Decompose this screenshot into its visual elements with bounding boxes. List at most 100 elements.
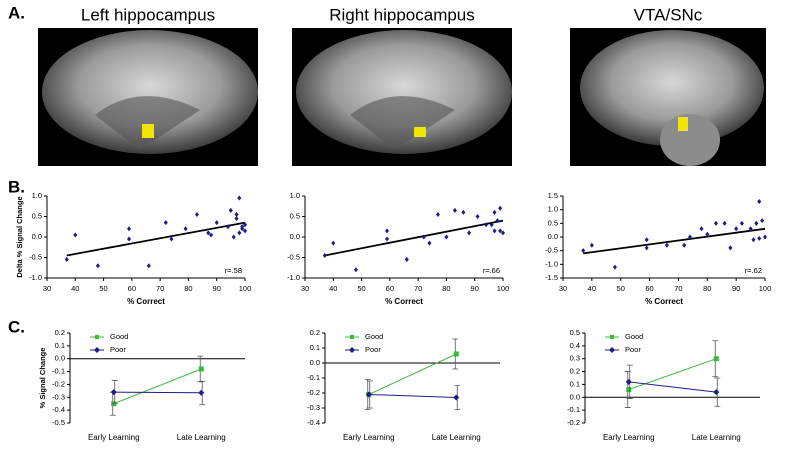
series-line [628, 358, 717, 391]
x-tick-label: 70 [674, 284, 682, 293]
legend-marker [95, 335, 99, 339]
panel-label: B. [8, 177, 25, 196]
point [237, 230, 242, 236]
x-tick-label: 50 [99, 284, 107, 293]
y-tick-label: -0.5 [287, 252, 300, 261]
column-title: Left hippocampus [81, 5, 215, 24]
point [739, 220, 744, 226]
point [612, 264, 617, 270]
x-tick-label: Early Learning [87, 433, 140, 442]
panel-label: C. [8, 317, 25, 336]
y-tick-label: -1.0 [287, 273, 300, 282]
column-title: Right hippocampus [329, 5, 475, 24]
point [705, 231, 710, 237]
point [64, 257, 69, 263]
x-tick-label: Late Learning [431, 433, 481, 442]
point [734, 226, 739, 232]
y-tick-label: 0.0 [548, 232, 558, 241]
trend-line [324, 219, 504, 257]
point [748, 226, 753, 232]
point [404, 257, 409, 263]
point [198, 366, 204, 372]
point [644, 237, 649, 243]
point [127, 236, 132, 242]
y-tick-label: -0.5 [52, 418, 65, 427]
x-tick-label: 70 [414, 284, 422, 293]
x-tick-label: 30 [301, 284, 309, 293]
series-line [628, 381, 717, 393]
legend-marker [349, 347, 355, 353]
point [757, 235, 762, 241]
point [763, 234, 767, 240]
point [146, 263, 151, 269]
panel-label: A. [8, 3, 25, 22]
y-tick-label: 0.0 [32, 232, 42, 241]
x-tick-label: 30 [43, 284, 51, 293]
y-tick-label: -0.1 [52, 367, 65, 376]
y-tick-label: -0.5 [29, 252, 42, 261]
point [589, 242, 594, 248]
point [243, 222, 247, 228]
y-tick-label: -0.2 [52, 379, 65, 388]
x-tick-label: 100 [497, 284, 510, 293]
y-tick-label: 0.0 [55, 354, 65, 363]
legend-label: Poor [110, 345, 126, 354]
point [214, 220, 219, 226]
y-tick-label: -0.5 [545, 246, 558, 255]
x-axis-label: % Correct [645, 297, 683, 306]
legend-marker [610, 335, 614, 339]
annotation: r=.58 [225, 266, 242, 275]
point [498, 228, 503, 234]
x-tick-label: 60 [386, 284, 394, 293]
x-tick-label: 70 [156, 284, 164, 293]
point [240, 226, 245, 232]
y-tick-label: -0.4 [307, 418, 320, 427]
point [495, 218, 500, 224]
x-tick-label: 60 [645, 284, 653, 293]
point [625, 378, 632, 385]
y-tick-label: 0.3 [570, 354, 580, 363]
point [501, 230, 505, 236]
point [699, 226, 704, 232]
x-tick-label: Early Learning [602, 433, 655, 442]
y-tick-label: -0.2 [307, 388, 320, 397]
point [467, 230, 472, 236]
x-tick-label: 40 [588, 284, 596, 293]
x-tick-label: 50 [617, 284, 625, 293]
y-tick-label: 0.0 [570, 392, 580, 401]
y-tick-label: -0.3 [52, 392, 65, 401]
series-line [113, 368, 202, 405]
annotation: r=.62 [745, 266, 762, 275]
x-tick-label: 80 [442, 284, 450, 293]
point [461, 209, 466, 215]
point [427, 240, 432, 246]
x-tick-label: 90 [732, 284, 740, 293]
point [183, 226, 188, 232]
x-tick-label: 60 [128, 284, 136, 293]
x-tick-label: 90 [213, 284, 221, 293]
y-tick-label: -1.0 [29, 273, 42, 282]
y-tick-label: 0.2 [310, 328, 320, 337]
point [353, 267, 358, 273]
point [754, 220, 759, 226]
x-tick-label: 100 [239, 284, 252, 293]
x-tick-label: 40 [71, 284, 79, 293]
point [722, 220, 727, 226]
point [751, 237, 756, 243]
y-tick-label: 0.1 [310, 343, 320, 352]
point [228, 207, 233, 213]
x-tick-label: 80 [184, 284, 192, 293]
y-axis-label: % Signal Change [38, 348, 47, 409]
x-tick-label: 90 [471, 284, 479, 293]
y-tick-label: 0.5 [290, 211, 300, 220]
point [435, 211, 440, 217]
point [163, 220, 168, 226]
point [234, 211, 239, 217]
point [713, 356, 719, 362]
point [682, 242, 687, 248]
point [757, 198, 762, 204]
y-tick-label: 0.2 [570, 367, 580, 376]
annotation: r=.66 [483, 266, 500, 275]
series-line [113, 391, 202, 394]
